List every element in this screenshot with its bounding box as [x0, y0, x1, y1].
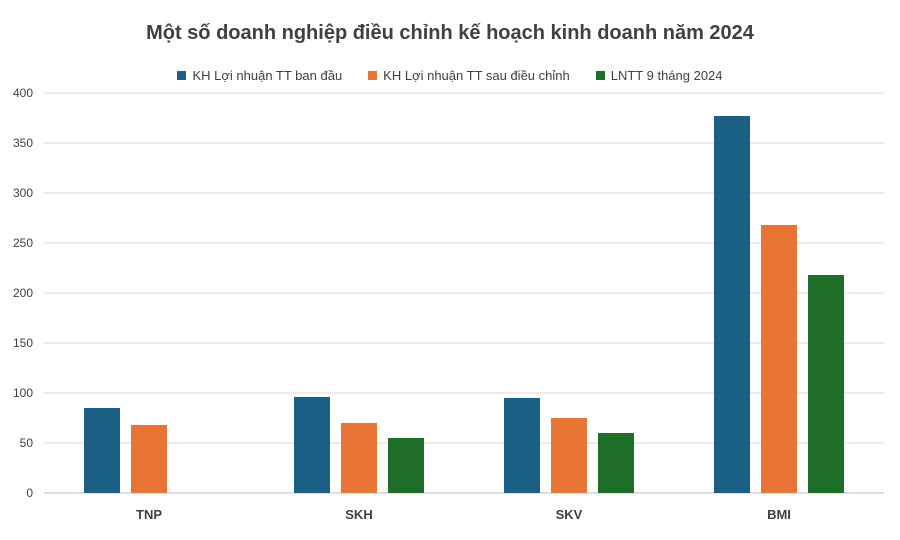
legend-label-9-month-profit: LNTT 9 tháng 2024 [610, 68, 723, 83]
y-tick-label: 300 [13, 186, 33, 200]
legend-item-initial-plan: KH Lợi nhuận TT ban đầu [177, 68, 342, 83]
bar-skv-series-3 [598, 433, 634, 493]
chart-title: Một số doanh nghiệp điều chỉnh kế hoạch … [146, 22, 754, 44]
y-tick-label: 250 [13, 236, 33, 250]
legend-label-adjusted-plan: KH Lợi nhuận TT sau điều chỉnh [383, 68, 570, 83]
x-category-label: BMI [767, 507, 791, 522]
y-tick-label: 100 [13, 386, 33, 400]
bar-tnp-series-1 [84, 408, 120, 493]
y-tick-label: 50 [20, 436, 34, 450]
bar-skv-series-2 [551, 418, 587, 493]
bar-skv-series-1 [504, 398, 540, 493]
legend-item-9-month-profit: LNTT 9 tháng 2024 [595, 68, 723, 83]
bar-skh-series-3 [388, 438, 424, 493]
x-category-label: SKV [556, 507, 583, 522]
y-tick-label: 200 [13, 286, 33, 300]
y-tick-label: 400 [13, 86, 33, 100]
bar-bmi-series-3 [808, 275, 844, 493]
bar-bmi-series-1 [714, 116, 750, 493]
legend: KH Lợi nhuận TT ban đầu KH Lợi nhuận TT … [0, 68, 900, 83]
bar-skh-series-2 [341, 423, 377, 493]
bar-tnp-series-2 [131, 425, 167, 493]
y-tick-label: 150 [13, 336, 33, 350]
legend-swatch-9-month-profit [595, 71, 605, 80]
legend-swatch-adjusted-plan [368, 71, 378, 80]
x-category-label: TNP [136, 507, 162, 522]
bar-skh-series-1 [294, 397, 330, 493]
legend-swatch-initial-plan [177, 71, 187, 80]
y-tick-label: 350 [13, 136, 33, 150]
x-category-label: SKH [345, 507, 372, 522]
legend-item-adjusted-plan: KH Lợi nhuận TT sau điều chỉnh [368, 68, 570, 83]
bar-bmi-series-2 [761, 225, 797, 493]
y-tick-label: 0 [26, 486, 33, 500]
legend-label-initial-plan: KH Lợi nhuận TT ban đầu [192, 68, 343, 83]
